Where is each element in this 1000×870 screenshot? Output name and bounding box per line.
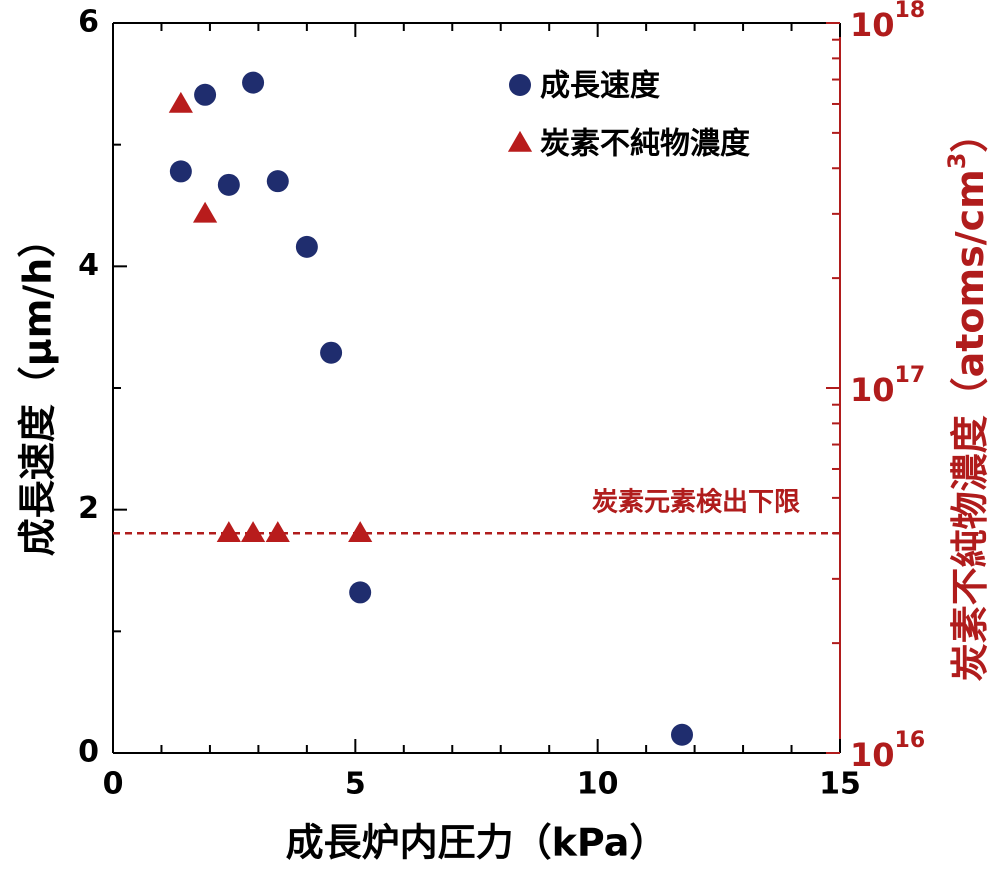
y2-tick-exponent: 17: [895, 363, 926, 388]
data-point: [266, 170, 289, 193]
legend-swatch: [507, 130, 533, 152]
x-tick-label: 10: [577, 767, 619, 802]
y2-tick-base: 10: [850, 6, 895, 44]
y2-tick-label: 1018: [850, 0, 925, 44]
data-point: [348, 521, 373, 543]
data-point: [349, 581, 372, 604]
y2-tick-label: 1017: [850, 363, 925, 409]
data-point: [192, 201, 218, 223]
y-tick-label: 0: [78, 735, 99, 770]
x-tick-label: 15: [819, 767, 861, 802]
y-tick-label: 2: [78, 491, 99, 526]
data-point: [242, 71, 265, 94]
data-point: [216, 521, 241, 543]
y2-axis-title-end: ）: [948, 115, 992, 153]
y-tick-label: 4: [78, 248, 99, 283]
data-point: [670, 723, 693, 746]
y2-axis-title-sup: 3: [943, 153, 971, 170]
y-tick-label: 6: [78, 5, 99, 40]
y2-tick-exponent: 18: [895, 0, 926, 23]
y2-tick-label: 1016: [850, 728, 925, 774]
data-point: [240, 521, 266, 543]
data-point: [168, 91, 193, 113]
x-tick-label: 5: [345, 767, 366, 802]
x-tick-label: 0: [103, 767, 124, 802]
legend-label: 成長速度: [540, 69, 660, 104]
data-point: [194, 83, 217, 106]
legend-label: 炭素不純物濃度: [540, 127, 750, 162]
y2-tick-exponent: 16: [895, 728, 926, 753]
x-axis-title: 成長炉内圧力（kPa）: [286, 821, 668, 865]
legend-swatch: [509, 74, 531, 96]
y2-tick-base: 10: [850, 371, 895, 409]
y2-tick-base: 10: [850, 736, 895, 774]
y-axis-title: 成長速度（μm/h）: [16, 220, 60, 557]
detection-limit-label: 炭素元素検出下限: [592, 488, 800, 518]
data-point: [265, 521, 290, 543]
data-point: [217, 173, 240, 196]
data-point: [169, 160, 192, 183]
y2-axis-title-main: 炭素不純物濃度（atoms/cm: [948, 169, 992, 681]
data-point: [320, 341, 343, 364]
data-point: [295, 235, 318, 258]
y2-axis-title: 炭素不純物濃度（atoms/cm3）: [943, 115, 992, 682]
